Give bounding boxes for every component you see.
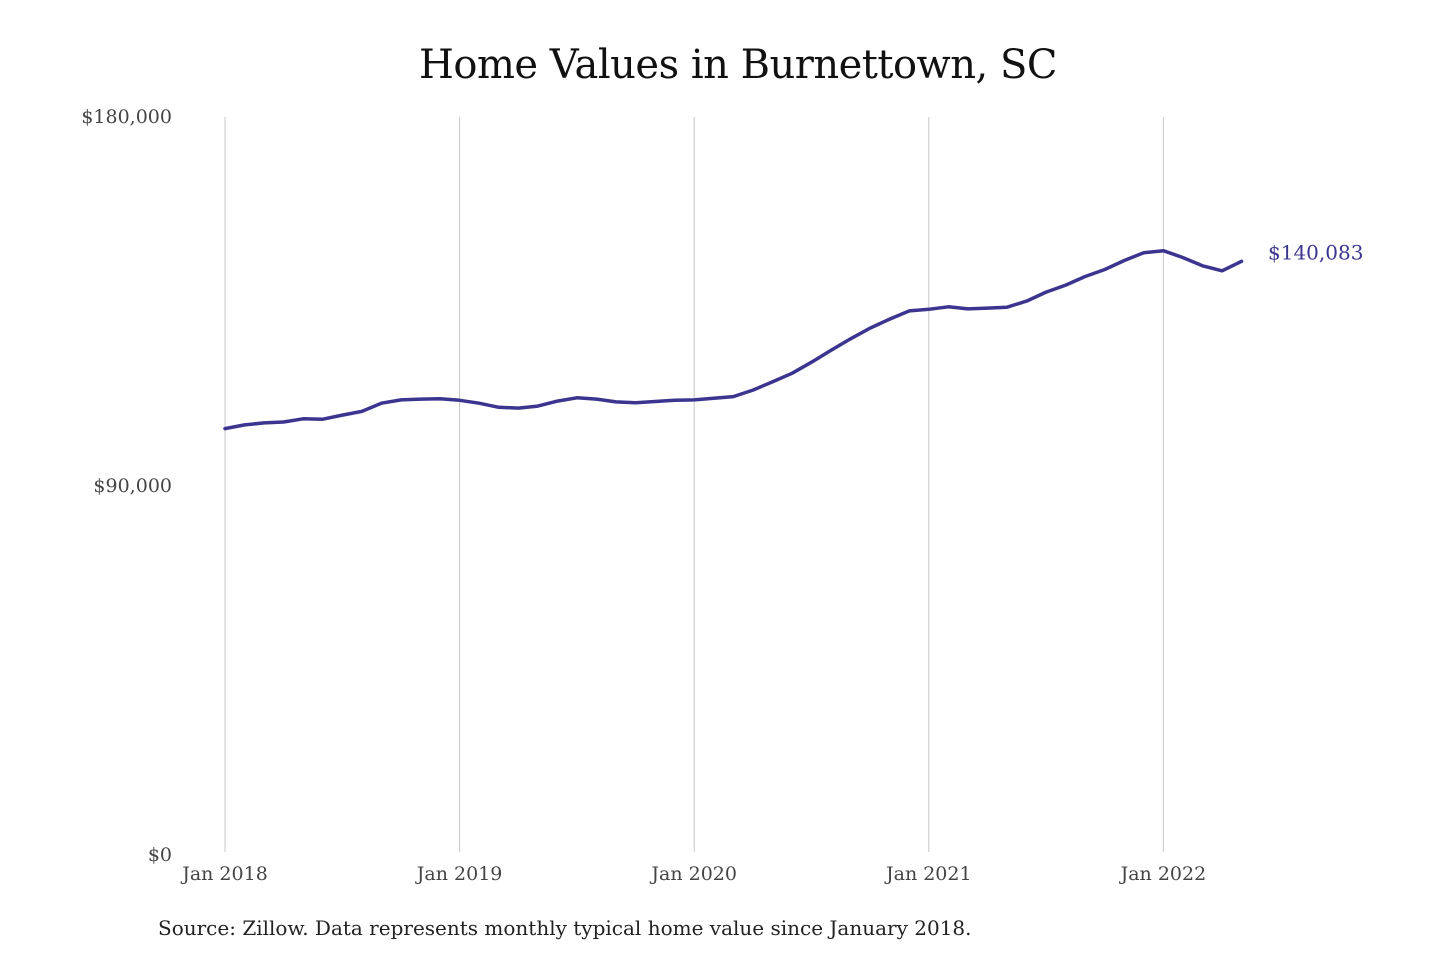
data-point-2019-06: [556, 400, 559, 403]
data-point-2019-04: [517, 407, 520, 410]
data-point-2018-10: [400, 398, 403, 401]
data-point-2021-06: [1025, 300, 1028, 303]
data-point-2018-07: [341, 414, 344, 417]
data-point-2021-11: [1123, 259, 1126, 262]
x-tick-label-1: Jan 2019: [415, 863, 503, 885]
data-point-2020-08: [830, 349, 833, 352]
y-tick-label-1: $90,000: [93, 475, 172, 497]
annotation-layer: $140,083: [1268, 240, 1363, 264]
data-point-2022-04: [1221, 269, 1224, 272]
data-point-2021-09: [1084, 275, 1087, 278]
data-point-2021-08: [1064, 284, 1067, 287]
data-point-2020-12: [908, 309, 911, 312]
data-point-2018-03: [263, 421, 266, 424]
data-point-2019-07: [575, 396, 578, 399]
data-point-2021-12: [1142, 251, 1145, 254]
data-point-2022-01: [1162, 249, 1165, 252]
series-line-0: [223, 248, 1244, 431]
vertical-gridlines: [224, 117, 1164, 852]
data-point-2021-02: [947, 305, 950, 308]
data-point-2020-05: [771, 380, 774, 383]
data-point-2022-02: [1182, 256, 1185, 259]
chart-title: Home Values in Burnettown, SC: [419, 42, 1057, 88]
data-point-2020-06: [791, 372, 794, 375]
data-point-2018-04: [282, 421, 285, 424]
data-point-2020-04: [751, 389, 754, 392]
data-point-2018-01: [224, 427, 227, 430]
data-point-2019-03: [497, 406, 500, 409]
data-point-2019-02: [478, 402, 481, 405]
data-point-2018-12: [439, 397, 442, 400]
x-tick-label-0: Jan 2018: [180, 863, 268, 885]
series-layer: [223, 248, 1244, 431]
data-point-2018-02: [243, 423, 246, 426]
data-point-2021-04: [986, 307, 989, 310]
source-note: Source: Zillow. Data represents monthly …: [158, 916, 972, 940]
data-point-2019-10: [634, 401, 637, 404]
y-tick-label-2: $180,000: [81, 106, 172, 128]
data-point-2019-12: [673, 399, 676, 402]
data-point-2020-01: [693, 398, 696, 401]
x-tick-label-3: Jan 2021: [884, 863, 972, 885]
y-tick-label-0: $0: [148, 844, 172, 866]
x-tick-label-4: Jan 2022: [1119, 863, 1207, 885]
data-point-2021-03: [966, 307, 969, 310]
data-point-2018-08: [360, 410, 363, 413]
data-point-2020-02: [712, 397, 715, 400]
data-point-2018-05: [302, 417, 305, 420]
data-point-2020-07: [810, 361, 813, 364]
data-point-2021-01: [927, 308, 930, 311]
data-point-2021-07: [1045, 291, 1048, 294]
data-point-2018-09: [380, 402, 383, 405]
x-axis-tick-labels: Jan 2018 Jan 2019 Jan 2020 Jan 2021 Jan 2022: [180, 863, 1206, 885]
data-point-2019-09: [615, 400, 618, 403]
end-value-label: $140,083: [1268, 240, 1363, 264]
data-point-2018-11: [419, 398, 422, 401]
data-point-2021-05: [1006, 306, 1009, 309]
data-point-2019-11: [654, 400, 657, 403]
data-point-2022-03: [1201, 264, 1204, 267]
data-point-2020-09: [849, 337, 852, 340]
data-point-2022-05: [1240, 260, 1243, 263]
data-point-2019-01: [458, 399, 461, 402]
data-point-2020-03: [732, 395, 735, 398]
y-axis-tick-labels: $0 $90,000 $180,000: [81, 106, 172, 866]
data-point-2021-10: [1103, 268, 1106, 271]
data-point-2020-10: [869, 327, 872, 330]
data-point-2019-08: [595, 398, 598, 401]
data-point-2018-06: [321, 418, 324, 421]
data-point-2019-05: [536, 405, 539, 408]
x-tick-label-2: Jan 2020: [649, 863, 737, 885]
data-point-2020-11: [888, 318, 891, 321]
